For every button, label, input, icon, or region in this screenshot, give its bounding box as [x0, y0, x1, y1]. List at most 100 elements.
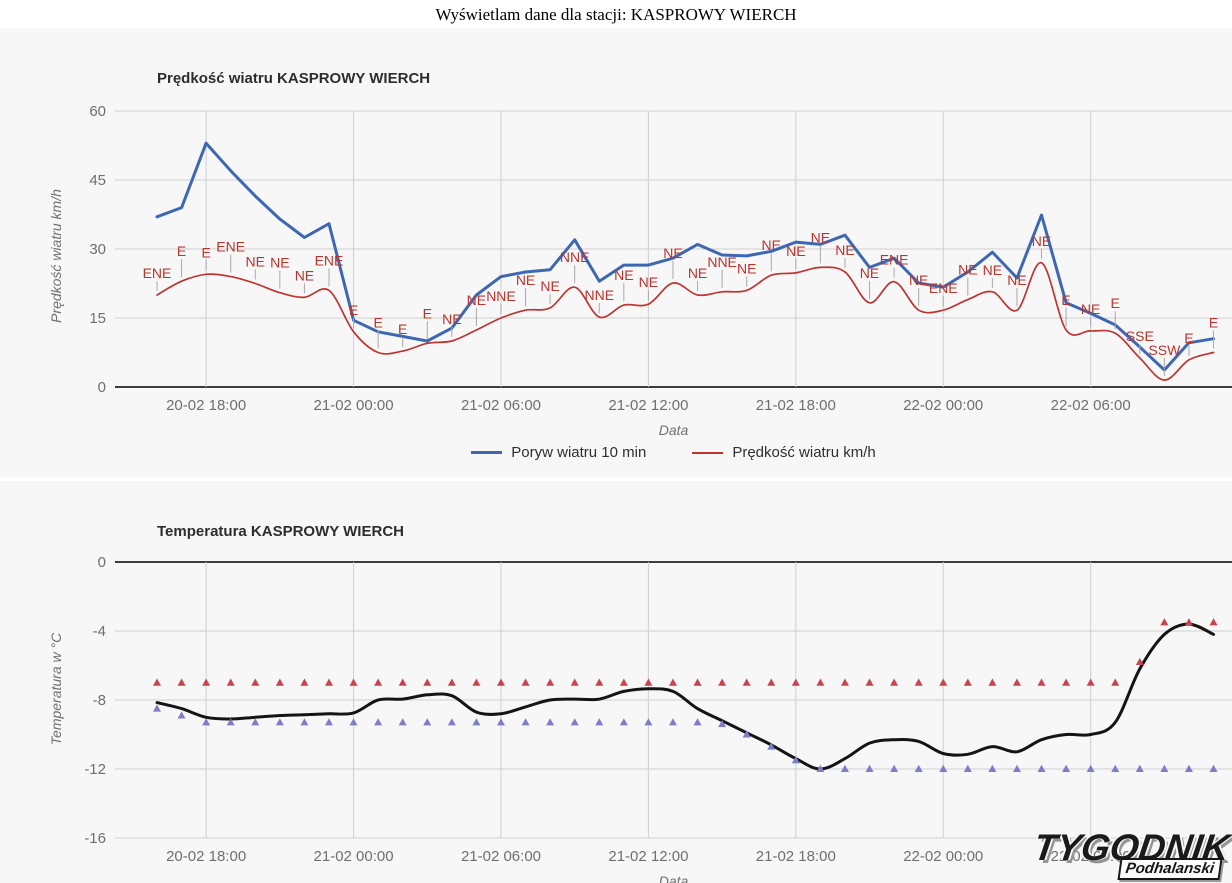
- y-tick-label: 45: [89, 172, 106, 189]
- blue-markers-point: [816, 764, 825, 772]
- red-markers-point: [865, 678, 874, 686]
- red-markers-point: [177, 678, 186, 686]
- series-line: [155, 622, 1215, 771]
- red-markers-point: [374, 678, 383, 686]
- wind-direction-label: NE: [958, 262, 977, 278]
- blue-markers-point: [226, 718, 235, 726]
- blue-markers-point: [644, 718, 653, 726]
- wind-direction-label: NE: [1032, 233, 1051, 249]
- wind-chart-canvas[interactable]: 60 45 30 15 0 20-02 18:00 21-02 00:00 21-02 06:…: [0, 28, 1232, 477]
- red-markers-point: [1135, 657, 1144, 666]
- y-tick-label: 60: [89, 103, 106, 120]
- x-tick-label: 21-02 12:00: [608, 397, 688, 414]
- wind-chart-title: Prędkość wiatru KASPROWY WIERCH: [157, 70, 431, 87]
- blue-markers-point: [718, 719, 727, 728]
- red-markers-point: [1062, 678, 1071, 686]
- temperature-chart-title: Temperatura KASPROWY WIERCH: [157, 523, 404, 540]
- red-markers-point: [153, 678, 161, 686]
- legend-label-gust: Poryw wiatru 10 min: [511, 444, 647, 461]
- blue-markers-point: [570, 718, 579, 726]
- red-markers-point: [963, 678, 972, 686]
- y-tick-label: 0: [98, 554, 106, 571]
- blue-markers-point: [767, 742, 776, 750]
- wind-direction-label: NE: [786, 243, 805, 259]
- red-markers-point: [1086, 678, 1095, 686]
- red-markers-point: [546, 678, 555, 686]
- wind-direction-label: NE: [1081, 301, 1100, 317]
- logo-tygodnik-podhalanski: TYGODNIK Podhalanski: [1029, 827, 1232, 882]
- blue-markers-point: [423, 718, 432, 726]
- blue-markers-point: [521, 718, 530, 726]
- wind-direction-label: NE: [983, 262, 1002, 278]
- wind-direction-label: NNE: [707, 254, 737, 270]
- wind-direction-label: ENE: [929, 280, 958, 296]
- wind-direction-label: NE: [467, 292, 486, 308]
- wind-direction-label: E: [1184, 330, 1193, 346]
- wind-direction-label: NE: [909, 272, 928, 288]
- x-tick-label: 22-02 00:00: [903, 848, 983, 865]
- wind-direction-label: NE: [860, 265, 879, 281]
- red-markers-point: [1037, 678, 1046, 686]
- red-markers-point: [890, 678, 899, 686]
- temperature-chart-section: 0 -4 -8 -12 -16 20-02 18:00 21-02 00:00 21-02 0…: [0, 481, 1232, 883]
- blue-markers-point: [177, 711, 186, 719]
- blue-markers-point: [1086, 764, 1095, 772]
- blue-markers-point: [153, 704, 161, 712]
- wind-direction-label: E: [1111, 295, 1120, 311]
- wind-direction-label: NE: [614, 267, 633, 283]
- gust-line-sample-icon: [471, 451, 503, 454]
- temperature-chart-canvas[interactable]: 0 -4 -8 -12 -16 20-02 18:00 21-02 00:00 21-02 0…: [0, 481, 1232, 883]
- x-tick-label: 21-02 06:00: [461, 848, 541, 865]
- red-markers-point: [718, 678, 727, 686]
- blue-markers-point: [546, 718, 555, 726]
- y-tick-label: -8: [93, 692, 106, 709]
- red-markers-point: [496, 678, 505, 686]
- wind-direction-label: NE: [540, 278, 559, 294]
- blue-markers-point: [1062, 764, 1071, 772]
- blue-markers-point: [914, 764, 923, 772]
- temperature-x-axis-title: Data: [658, 873, 689, 883]
- wind-direction-label: NE: [1007, 272, 1026, 288]
- wind-direction-label: NE: [516, 272, 535, 288]
- red-markers-point: [251, 678, 260, 686]
- red-markers-point: [349, 678, 358, 686]
- blue-markers-point: [275, 718, 284, 726]
- red-markers-point: [398, 678, 407, 686]
- wind-direction-label: SSE: [1126, 328, 1154, 344]
- blue-markers-point: [791, 756, 800, 764]
- red-markers-point: [693, 678, 702, 686]
- y-tick-label: -12: [84, 761, 106, 778]
- red-markers-point: [447, 678, 456, 686]
- blue-markers-point: [693, 718, 702, 726]
- blue-markers-point: [300, 718, 309, 726]
- y-tick-label: -16: [84, 830, 106, 847]
- blue-markers-point: [595, 718, 604, 726]
- wind-direction-label: NE: [811, 229, 830, 245]
- red-markers-point: [1160, 618, 1169, 626]
- wind-direction-label: NNE: [560, 249, 590, 265]
- wind-direction-label: ENE: [143, 265, 172, 281]
- blue-markers-point: [398, 718, 407, 726]
- red-markers-point: [226, 678, 235, 686]
- blue-markers-point: [496, 718, 505, 726]
- red-markers-point: [1012, 678, 1021, 686]
- wind-direction-label: NNE: [486, 288, 516, 304]
- blue-markers-point: [742, 730, 751, 738]
- red-markers-point: [570, 678, 579, 686]
- wind-direction-label: NE: [270, 255, 289, 271]
- wind-direction-label: NE: [295, 267, 314, 283]
- wind-direction-label: E: [1209, 315, 1218, 331]
- red-markers-point: [472, 678, 481, 686]
- wind-direction-label: ENE: [315, 252, 344, 268]
- x-tick-label: 21-02 00:00: [314, 848, 394, 865]
- blue-markers-point: [890, 764, 899, 772]
- x-tick-label: 22-02 06:00: [1051, 848, 1131, 865]
- red-markers-point: [595, 678, 604, 686]
- x-tick-label: 20-02 18:00: [166, 397, 246, 414]
- blue-markers-point: [374, 718, 383, 726]
- y-tick-label: 15: [89, 310, 106, 327]
- wind-direction-label: E: [423, 305, 432, 321]
- wind-direction-label: E: [398, 321, 407, 337]
- wind-direction-label: E: [373, 315, 382, 331]
- red-markers-point: [939, 678, 948, 686]
